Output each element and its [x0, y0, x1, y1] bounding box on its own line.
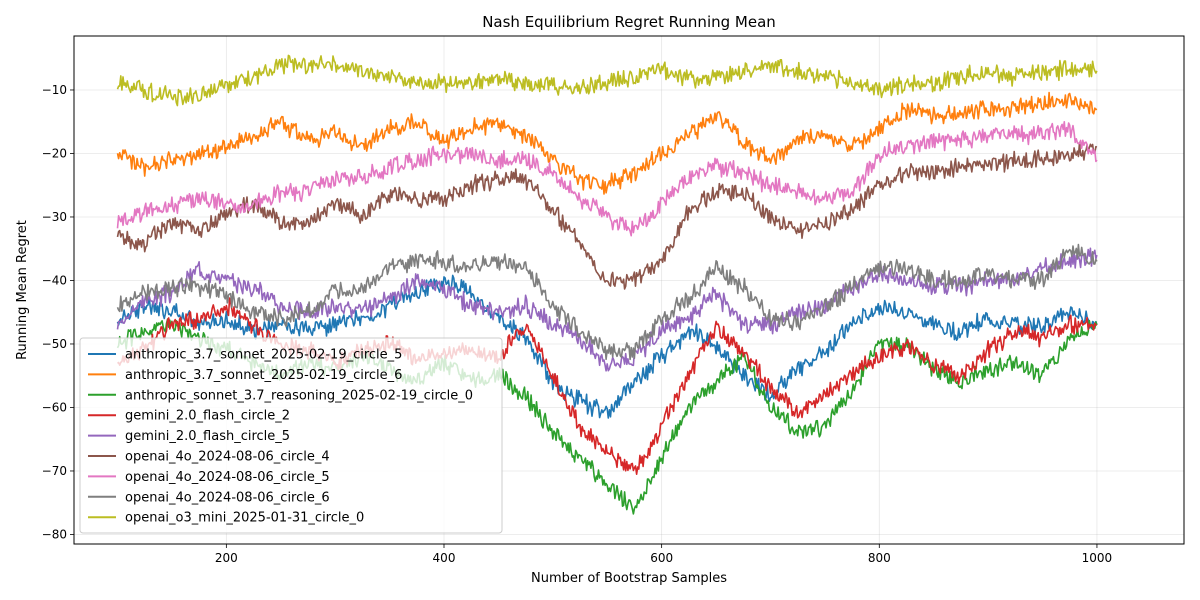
y-tick-label: −20 — [42, 146, 67, 160]
y-tick-label: −40 — [42, 273, 67, 287]
y-axis-label: Running Mean Regret — [15, 220, 30, 360]
axes-layer: 200 400 600 800 1000 −80 −70 −60 −50 −40 −30 −20 −10 — [42, 83, 1113, 565]
y-tick-label: −10 — [42, 83, 67, 97]
series-line — [116, 91, 1098, 195]
legend: anthropic_3.7_sonnet_2025-02-19_circle_5… — [79, 337, 503, 534]
series-line — [116, 243, 1098, 361]
series-line — [116, 274, 1098, 419]
x-tick-label: 600 — [650, 551, 673, 565]
chart-title: Nash Equilibrium Regret Running Mean — [482, 13, 776, 31]
plot-frame — [73, 35, 1185, 545]
series-line — [116, 121, 1098, 237]
legend-label: openai_o3_mini_2025-01-31_circle_0 — [125, 511, 364, 526]
legend-label: anthropic_sonnet_3.7_reasoning_2025-02-1… — [125, 388, 473, 403]
y-tick-label: −80 — [42, 527, 67, 541]
y-tick-label: −30 — [42, 210, 67, 224]
series-line — [116, 54, 1098, 107]
legend-label: anthropic_3.7_sonnet_2025-02-19_circle_6 — [125, 368, 402, 383]
x-tick-label: 800 — [868, 551, 891, 565]
y-tick-label: −70 — [42, 464, 67, 478]
x-tick-label: 200 — [215, 551, 238, 565]
legend-label: anthropic_3.7_sonnet_2025-02-19_circle_5 — [125, 348, 402, 363]
legend-label: gemini_2.0_flash_circle_2 — [125, 409, 290, 424]
y-tick-label: −50 — [42, 337, 67, 351]
legend-label: openai_4o_2024-08-06_circle_5 — [125, 470, 330, 485]
x-tick-label: 1000 — [1082, 551, 1113, 565]
x-tick-label: 400 — [433, 551, 456, 565]
x-axis-label: Number of Bootstrap Samples — [531, 571, 727, 586]
legend-label: openai_4o_2024-08-06_circle_4 — [125, 450, 330, 465]
y-tick-label: −60 — [42, 400, 67, 414]
series-line — [116, 141, 1098, 290]
legend-label: openai_4o_2024-08-06_circle_6 — [125, 490, 330, 505]
legend-label: gemini_2.0_flash_circle_5 — [125, 429, 290, 444]
legend-box — [79, 337, 503, 534]
